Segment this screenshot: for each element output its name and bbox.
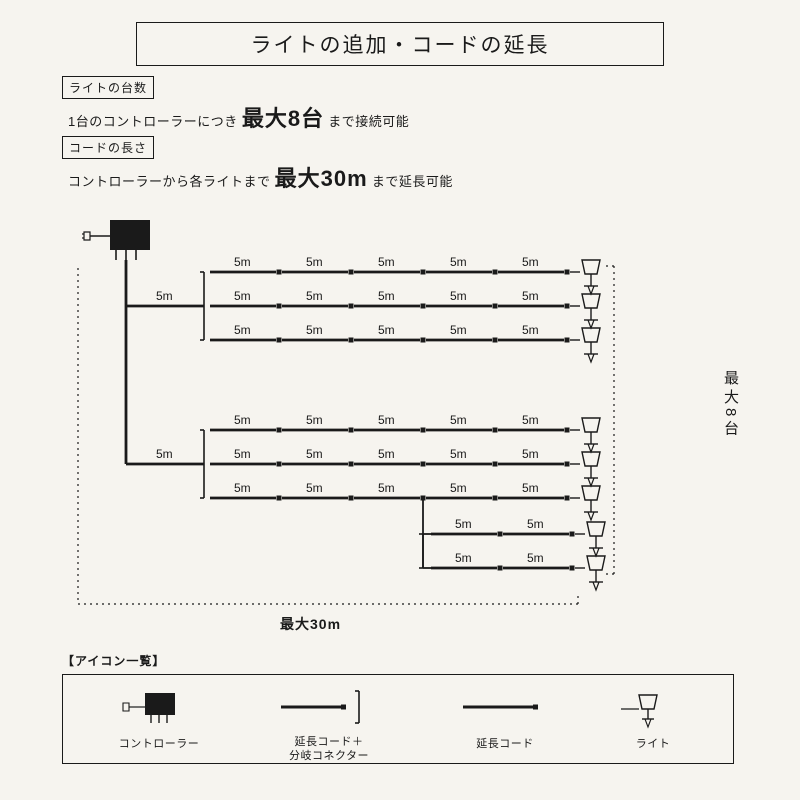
svg-text:5m: 5m	[234, 289, 251, 303]
svg-text:5m: 5m	[522, 413, 539, 427]
svg-text:5m: 5m	[234, 413, 251, 427]
svg-text:5m: 5m	[306, 481, 323, 495]
svg-text:5m: 5m	[306, 255, 323, 269]
svg-text:5m: 5m	[450, 323, 467, 337]
svg-text:5m: 5m	[306, 323, 323, 337]
svg-text:5m: 5m	[378, 289, 395, 303]
svg-text:5m: 5m	[156, 447, 173, 461]
svg-text:5m: 5m	[306, 447, 323, 461]
svg-text:5m: 5m	[234, 323, 251, 337]
svg-text:5m: 5m	[527, 551, 544, 565]
svg-text:5m: 5m	[450, 413, 467, 427]
legend-label-1: 延長コード＋ 分岐コネクター	[259, 735, 399, 764]
svg-text:5m: 5m	[378, 413, 395, 427]
svg-text:5m: 5m	[378, 447, 395, 461]
legend-title: 【アイコン一覧】	[62, 652, 165, 669]
svg-text:5m: 5m	[450, 255, 467, 269]
svg-text:5m: 5m	[522, 255, 539, 269]
svg-text:5m: 5m	[450, 481, 467, 495]
legend-label-0: コントローラー	[99, 735, 219, 751]
svg-text:5m: 5m	[306, 413, 323, 427]
svg-text:5m: 5m	[450, 447, 467, 461]
svg-text:5m: 5m	[527, 517, 544, 531]
svg-text:5m: 5m	[378, 481, 395, 495]
svg-text:5m: 5m	[522, 289, 539, 303]
legend-box: コントローラー 延長コード＋ 分岐コネクター 延長コード ライト	[62, 674, 734, 764]
svg-text:5m: 5m	[450, 289, 467, 303]
svg-text:5m: 5m	[234, 481, 251, 495]
svg-text:5m: 5m	[522, 481, 539, 495]
svg-text:5m: 5m	[378, 255, 395, 269]
svg-text:5m: 5m	[234, 447, 251, 461]
svg-text:5m: 5m	[378, 323, 395, 337]
svg-text:5m: 5m	[522, 323, 539, 337]
svg-text:5m: 5m	[522, 447, 539, 461]
svg-text:5m: 5m	[306, 289, 323, 303]
svg-text:5m: 5m	[234, 255, 251, 269]
max-width-label: 最大30m	[280, 614, 341, 634]
svg-text:5m: 5m	[455, 551, 472, 565]
legend-svg	[63, 675, 735, 765]
svg-text:5m: 5m	[455, 517, 472, 531]
legend-label-3: ライト	[603, 735, 703, 751]
svg-text:5m: 5m	[156, 289, 173, 303]
max-units-label: 最大8台	[720, 370, 741, 439]
legend-label-2: 延長コード	[445, 735, 565, 751]
